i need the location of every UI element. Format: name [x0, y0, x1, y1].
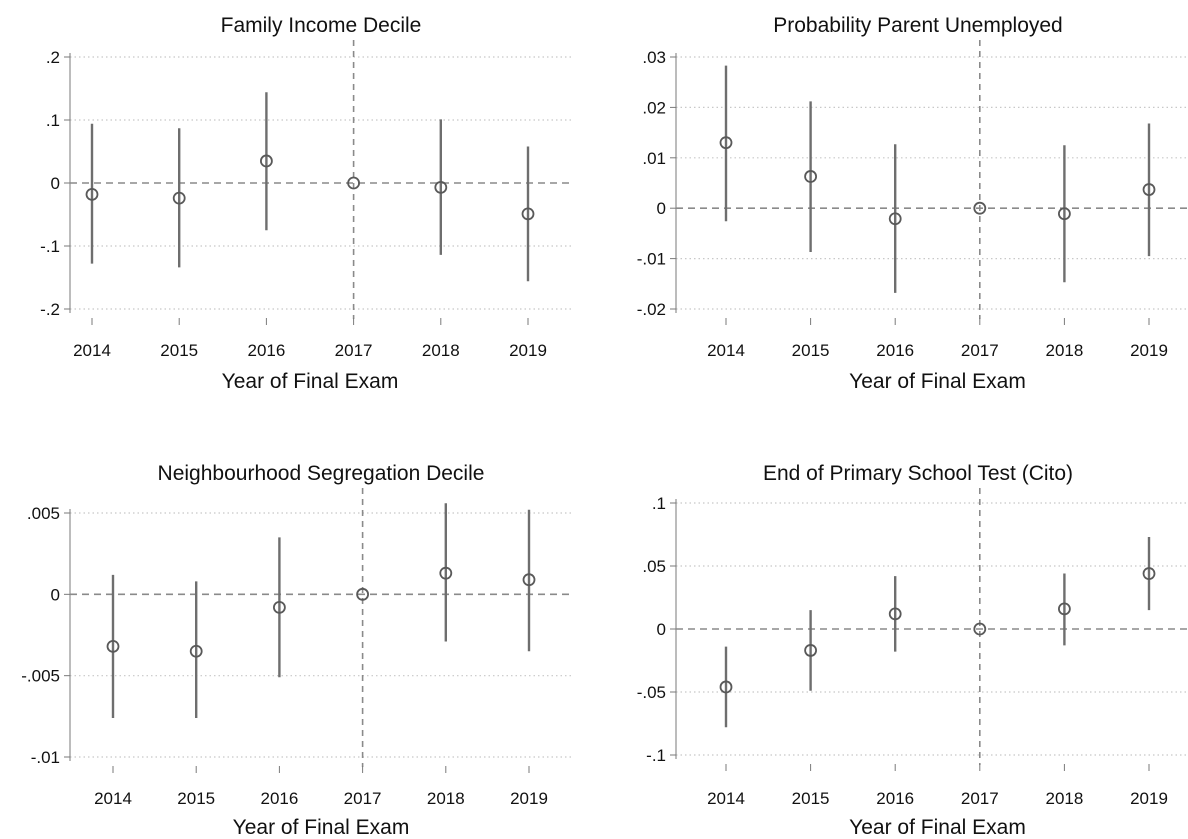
x-tick-label: 2014 — [707, 789, 745, 808]
y-tick-label: 0 — [51, 585, 60, 604]
chart-title: End of Primary School Test (Cito) — [763, 462, 1073, 485]
y-tick-label: 0 — [51, 174, 60, 193]
y-tick-label: -.1 — [646, 746, 666, 765]
y-tick-label: .1 — [652, 494, 666, 513]
x-tick-label: 2014 — [707, 341, 745, 360]
point-estimate-marker — [189, 644, 203, 658]
chart-title: Family Income Decile — [221, 14, 422, 37]
chart-panel-4: -.1 -.05 0 .05 .1 2014 2015 2016 2017 2018 2019 End… — [637, 462, 1188, 839]
point-estimate-marker — [172, 191, 186, 205]
x-tick-label: 2015 — [792, 789, 830, 808]
y-tick-label: 0 — [657, 620, 666, 639]
x-tick-label: 2015 — [177, 789, 215, 808]
y-tick-label: -.2 — [40, 300, 60, 319]
point-estimate-marker — [804, 644, 817, 657]
x-tick-label: 2016 — [876, 789, 914, 808]
y-tick-label: .005 — [27, 504, 60, 523]
point-estimate-marker — [356, 587, 370, 601]
chart-title: Neighbourhood Segregation Decile — [158, 462, 485, 485]
x-tick-label: 2018 — [1045, 341, 1083, 360]
x-tick-label: 2017 — [961, 789, 999, 808]
chart-panel-3: -.01 -.005 0 .005 2014 2015 2016 2017 2018 2019 Ne… — [21, 462, 572, 839]
y-tick-label: .02 — [642, 98, 666, 117]
y-tick-label: .1 — [46, 111, 60, 130]
point-estimate-marker — [434, 181, 448, 194]
x-tick-label: 2019 — [509, 341, 547, 360]
y-tick-label: .2 — [46, 48, 60, 67]
x-tick-label: 2018 — [422, 341, 460, 360]
x-tick-label: 2017 — [961, 341, 999, 360]
point-estimate-marker — [719, 680, 733, 694]
x-tick-label: 2017 — [344, 789, 382, 808]
x-tick-label: 2015 — [160, 341, 198, 360]
x-tick-label: 2015 — [792, 341, 830, 360]
y-tick-label: -.01 — [637, 250, 666, 269]
x-axis-label: Year of Final Exam — [849, 816, 1026, 839]
x-axis-label: Year of Final Exam — [849, 370, 1026, 393]
point-estimate-marker — [521, 207, 535, 221]
point-estimate-marker — [106, 639, 120, 653]
x-axis-label: Year of Final Exam — [233, 816, 410, 839]
point-estimate-marker — [1142, 183, 1156, 196]
x-tick-label: 2019 — [1130, 789, 1168, 808]
point-estimate-marker — [804, 170, 817, 183]
point-estimate-marker — [888, 212, 902, 226]
point-estimate-marker — [888, 607, 902, 621]
point-estimate-marker — [1058, 602, 1071, 616]
y-tick-label: -.1 — [40, 237, 60, 256]
point-estimate-marker — [347, 176, 361, 190]
point-estimate-marker — [272, 600, 286, 614]
chart-title: Probability Parent Unemployed — [773, 14, 1063, 37]
x-axis-label: Year of Final Exam — [222, 370, 399, 393]
x-tick-label: 2018 — [1045, 789, 1083, 808]
x-tick-label: 2014 — [94, 789, 132, 808]
point-estimate-marker — [85, 187, 99, 201]
point-estimate-marker — [1058, 207, 1071, 221]
x-tick-label: 2016 — [260, 789, 298, 808]
chart-panel-1: -.2 -.1 0 .1 .2 2014 2015 2016 2017 2018 2019 Famil… — [40, 14, 572, 393]
point-estimate-marker — [259, 154, 273, 168]
point-estimate-marker — [973, 201, 987, 215]
point-estimate-marker — [973, 622, 987, 636]
chart-panel-2: -.02 -.01 0 .01 .02 .03 2014 2015 2016 2017 2018 20… — [637, 14, 1188, 393]
x-tick-label: 2016 — [247, 341, 285, 360]
x-tick-label: 2014 — [73, 341, 111, 360]
point-estimate-marker — [522, 573, 536, 587]
y-tick-label: .05 — [642, 557, 666, 576]
x-tick-label: 2016 — [876, 341, 914, 360]
point-estimate-marker — [439, 566, 453, 580]
x-tick-label: 2019 — [510, 789, 548, 808]
x-tick-label: 2017 — [335, 341, 373, 360]
y-tick-label: -.05 — [637, 683, 666, 702]
y-tick-label: 0 — [657, 199, 666, 218]
y-tick-label: -.005 — [21, 667, 60, 686]
y-tick-label: .03 — [642, 48, 666, 67]
y-tick-label: .01 — [642, 149, 666, 168]
y-tick-label: -.02 — [637, 300, 666, 319]
point-estimate-marker — [1142, 567, 1156, 580]
point-estimate-marker — [719, 136, 733, 150]
x-tick-label: 2019 — [1130, 341, 1168, 360]
y-tick-label: -.01 — [31, 748, 60, 767]
x-tick-label: 2018 — [427, 789, 465, 808]
